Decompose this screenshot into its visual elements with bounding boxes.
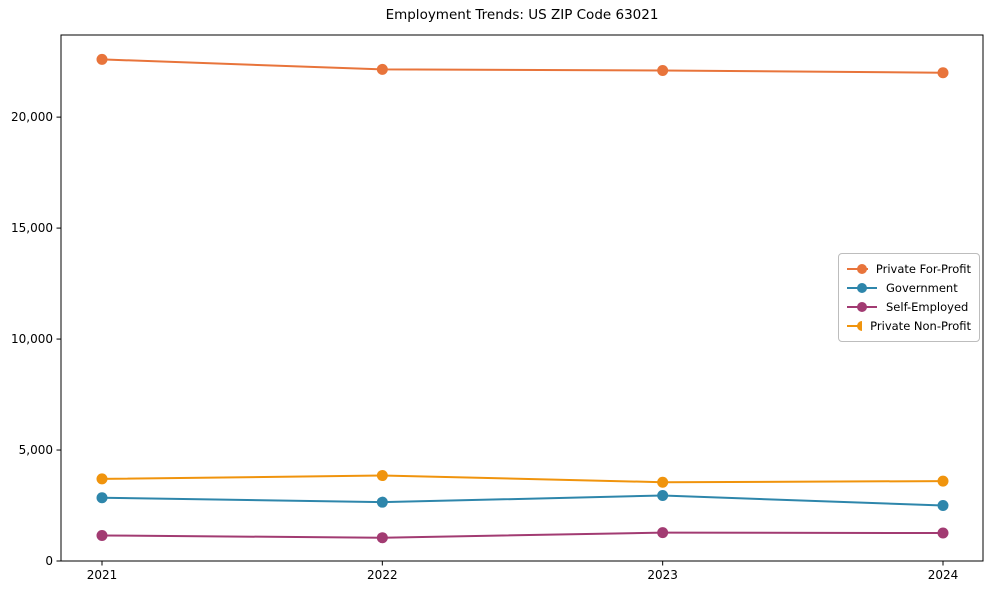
data-point-government-2023 (657, 490, 669, 502)
legend: Private For-Profit Government Self-Employe… (838, 253, 980, 342)
y-tick-label: 0 (45, 554, 53, 568)
legend-label-government: Government (886, 280, 958, 295)
legend-item-government: Government (846, 279, 971, 297)
series-line-private-for-profit (101, 58, 944, 74)
legend-label-private-non-profit: Private Non-Profit (870, 319, 971, 334)
data-point-private-non-profit-2023 (657, 476, 669, 488)
legend-marker-government (847, 282, 877, 293)
data-point-government-2022 (376, 496, 388, 508)
data-point-private-non-profit-2022 (376, 470, 388, 482)
data-point-government-2024 (937, 500, 949, 512)
legend-item-self-employed: Self-Employed (846, 298, 971, 316)
data-point-self-employed-2022 (376, 532, 388, 544)
legend-label-private-for-profit: Private For-Profit (875, 261, 971, 276)
legend-label-self-employed: Self-Employed (886, 300, 969, 315)
data-point-self-employed-2023 (657, 527, 669, 539)
data-point-private-non-profit-2021 (96, 473, 108, 485)
data-point-self-employed-2021 (96, 529, 108, 541)
legend-marker-self-employed (847, 302, 877, 313)
data-point-private-for-profit-2024 (937, 67, 949, 79)
data-point-private-non-profit-2024 (937, 475, 949, 487)
x-tick-label: 2023 (647, 568, 678, 582)
legend-marker-private-non-profit (847, 321, 863, 332)
legend-item-private-non-profit: Private Non-Profit (846, 317, 971, 335)
series-line-government (101, 494, 944, 507)
y-tick-label: 15,000 (11, 221, 53, 235)
legend-item-private-for-profit: Private For-Profit (846, 260, 971, 278)
legend-marker-private-for-profit (847, 263, 868, 274)
data-point-private-for-profit-2022 (376, 63, 388, 75)
data-point-self-employed-2024 (937, 527, 949, 539)
series-line-private-non-profit (101, 474, 944, 484)
x-tick-label: 2021 (87, 568, 118, 582)
series-line-self-employed (101, 531, 944, 539)
y-tick-label: 10,000 (11, 332, 53, 346)
data-point-private-for-profit-2023 (657, 65, 669, 77)
x-tick-label: 2022 (367, 568, 398, 582)
chart-title: Employment Trends: US ZIP Code 63021 (385, 7, 659, 23)
data-point-government-2021 (96, 492, 108, 504)
data-point-private-for-profit-2021 (96, 53, 108, 65)
x-tick-label: 2024 (928, 568, 959, 582)
y-tick-label: 5,000 (19, 443, 53, 457)
axes-spines (60, 34, 984, 562)
y-tick-label: 20,000 (11, 110, 53, 124)
